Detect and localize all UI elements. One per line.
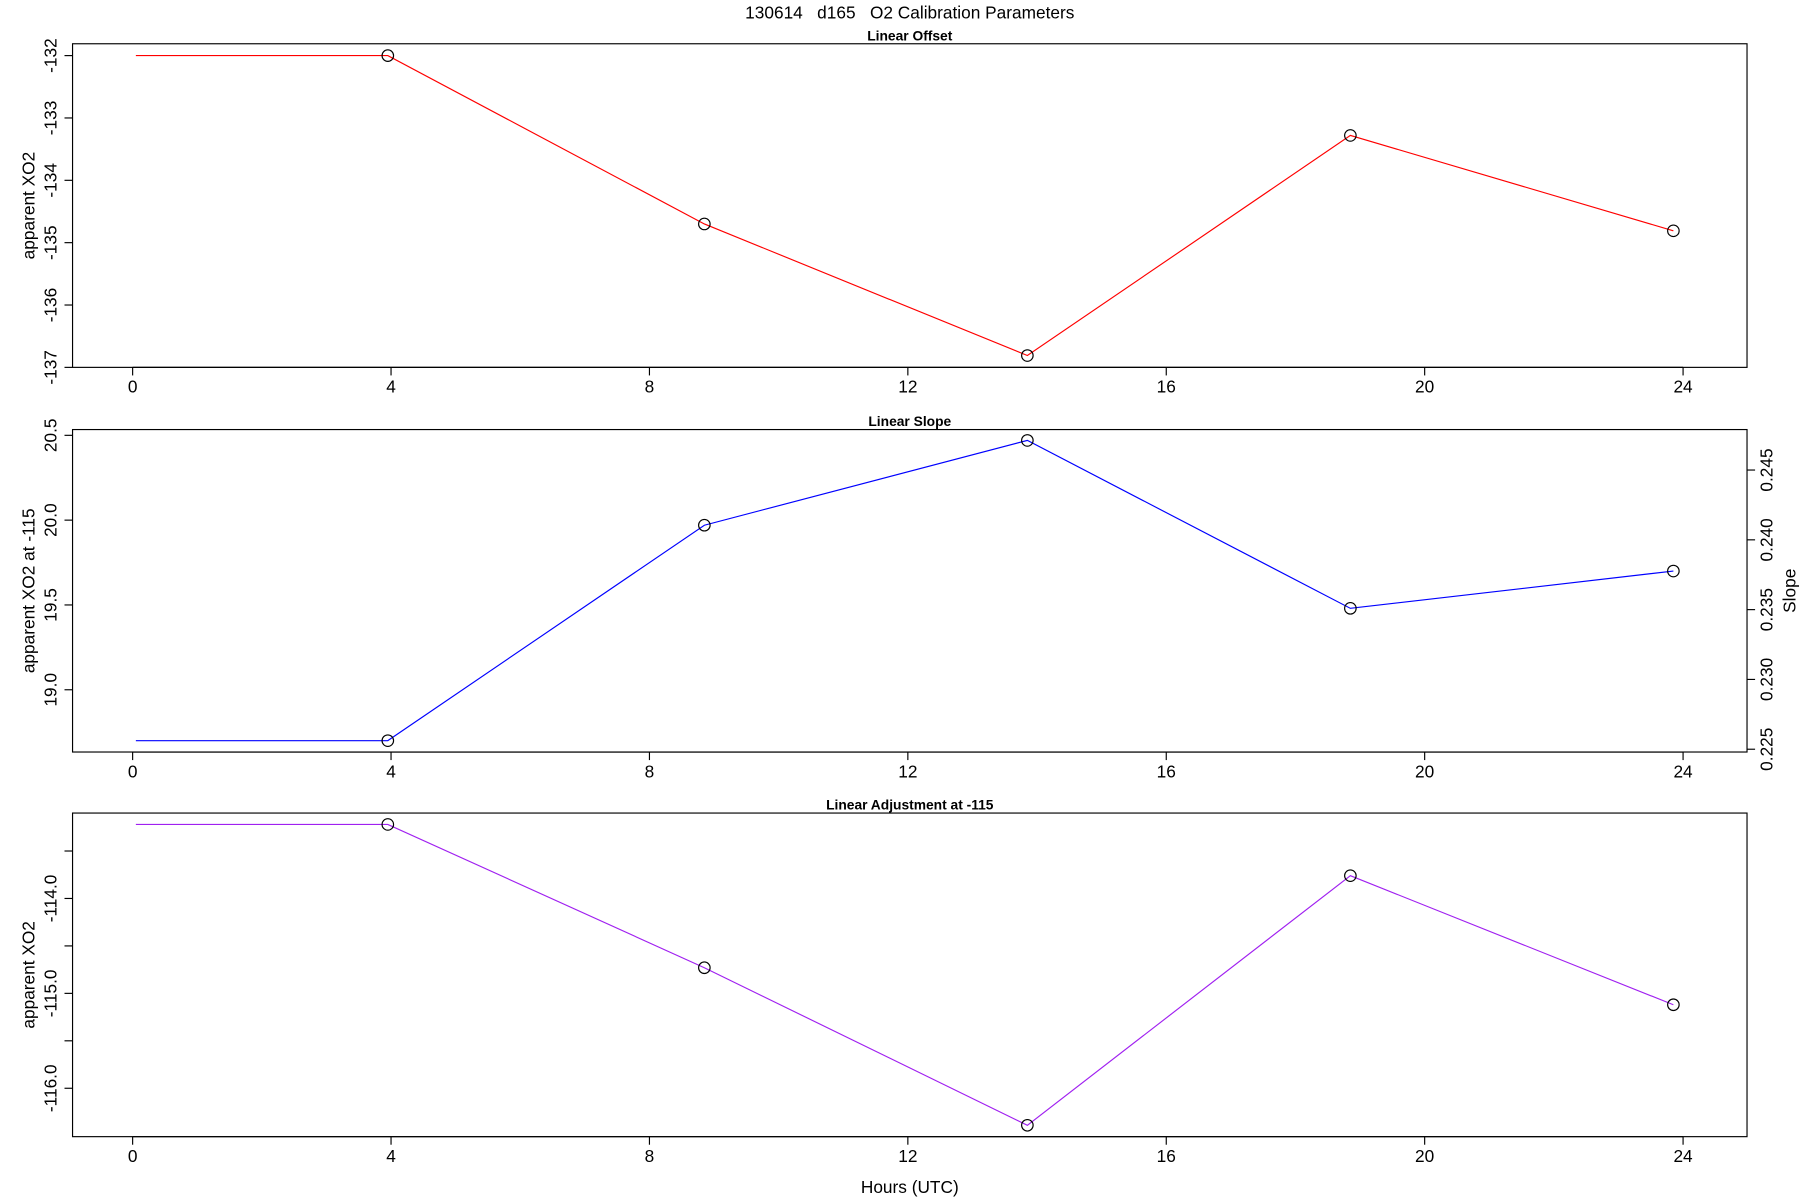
- y-axis-label: apparent XO2: [19, 921, 39, 1029]
- y-tick-label: 19.5: [40, 588, 60, 622]
- data-point: [1667, 564, 1680, 578]
- data-point: [1667, 998, 1680, 1012]
- y-tick-label: -136: [40, 288, 60, 323]
- data-point: [381, 49, 395, 62]
- x-tick-label: 16: [1157, 377, 1176, 397]
- y2-tick-label: 0.230: [1756, 658, 1776, 701]
- x-tick-label: 24: [1673, 1146, 1693, 1166]
- y-tick-label: -114.0: [40, 875, 60, 923]
- x-tick-label: 16: [1157, 761, 1176, 781]
- x-tick-label: 4: [386, 1146, 396, 1166]
- y2-tick-label: 0.235: [1756, 588, 1776, 631]
- data-point: [1021, 349, 1034, 362]
- data-point: [1344, 129, 1357, 142]
- data-line: [135, 823, 1674, 1126]
- y-tick-label: 20.5: [40, 419, 60, 453]
- y2-tick-label: 0.245: [1756, 448, 1776, 491]
- y-tick-label: -115.0: [40, 970, 60, 1018]
- x-tick-label: 8: [645, 377, 655, 397]
- y-tick-label: 20.0: [40, 503, 60, 537]
- plot-frame: [71, 43, 1748, 368]
- x-axis-label: Hours (UTC): [861, 1177, 959, 1197]
- figure-title: 130614 d165 O2 Calibration Parameters: [745, 2, 1075, 22]
- y2-axis-label: Slope: [1779, 569, 1799, 613]
- x-tick-label: 4: [386, 377, 396, 397]
- x-tick-label: 0: [128, 377, 138, 397]
- x-tick-label: 4: [386, 761, 396, 781]
- data-point: [1344, 602, 1357, 615]
- panel: Linear Offset 0 4 8 12 16 20 24 -137 -136 -135 -134…: [19, 27, 1748, 397]
- x-tick-label: 24: [1673, 761, 1693, 781]
- y2-tick-label: 0.240: [1756, 518, 1776, 561]
- data-line: [135, 439, 1674, 742]
- data-point: [381, 818, 395, 831]
- data-point: [1021, 1118, 1034, 1132]
- y-tick-label: -134: [40, 163, 60, 198]
- plot-frame: [71, 812, 1748, 1138]
- x-tick-label: 12: [898, 1146, 917, 1166]
- y2-tick-label: 0.225: [1756, 728, 1776, 771]
- x-tick-label: 8: [645, 1146, 655, 1166]
- panel-title: Linear Slope: [868, 413, 951, 429]
- x-tick-label: 20: [1415, 1146, 1434, 1166]
- x-tick-label: 0: [128, 1146, 138, 1166]
- y-tick-label: -132: [40, 38, 60, 73]
- y-tick-label: -137: [40, 350, 60, 385]
- x-tick-label: 20: [1415, 761, 1434, 781]
- y-tick-label: -116.0: [40, 1064, 60, 1112]
- panel-title: Linear Offset: [867, 27, 953, 43]
- x-tick-label: 12: [898, 761, 917, 781]
- y-axis-label: apparent XO2 at -115: [19, 508, 39, 673]
- data-point: [381, 734, 395, 747]
- y-tick-label: 19.0: [40, 673, 60, 707]
- y-tick-label: -133: [40, 101, 60, 136]
- x-tick-label: 20: [1415, 377, 1434, 397]
- data-point: [698, 961, 711, 975]
- x-tick-label: 8: [645, 761, 655, 781]
- x-tick-label: 24: [1673, 377, 1693, 397]
- data-point: [698, 518, 711, 532]
- x-tick-label: 0: [128, 761, 138, 781]
- data-point: [698, 217, 711, 231]
- y-tick-label: -135: [40, 225, 60, 260]
- data-point: [1344, 869, 1357, 883]
- data-line: [135, 55, 1674, 357]
- panel: Linear Adjustment at -115 0 4 8 12 16 20 24 Hour…: [19, 797, 1748, 1197]
- y-axis-label: apparent XO2: [19, 152, 39, 260]
- plot-frame: [71, 428, 1748, 753]
- panel: Linear Slope 0 4 8 12 16 20 24 19.0 19.5 20.0 20.5 a…: [19, 413, 1800, 781]
- data-point: [1021, 434, 1034, 447]
- data-point: [1667, 224, 1680, 238]
- x-tick-label: 12: [898, 377, 917, 397]
- x-tick-label: 16: [1157, 1146, 1176, 1166]
- panel-title: Linear Adjustment at -115: [826, 797, 994, 813]
